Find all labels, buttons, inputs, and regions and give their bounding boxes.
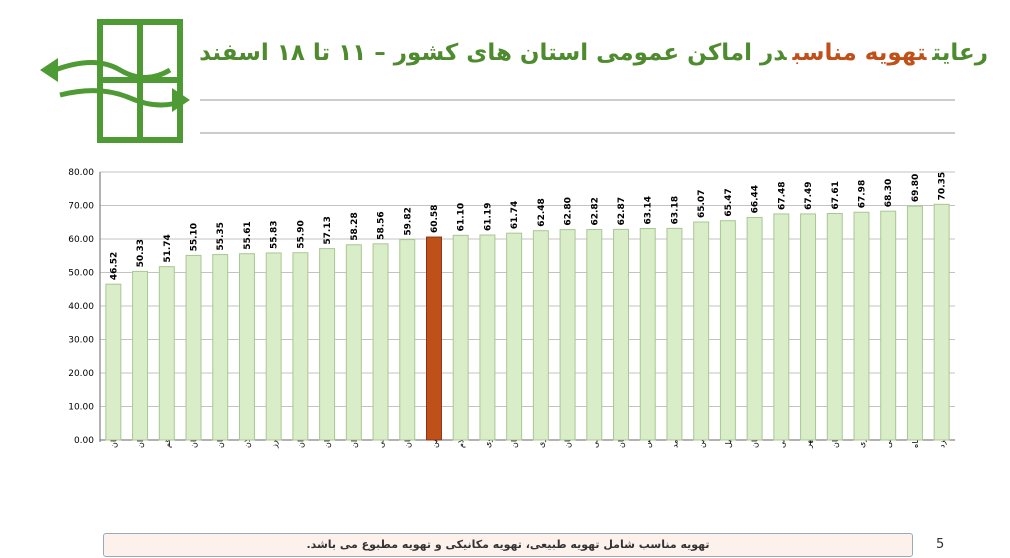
x-tick-label: قم bbox=[163, 439, 172, 448]
page-number: 5 bbox=[936, 537, 945, 552]
value-label: 67.61 bbox=[831, 181, 841, 209]
y-tick-label: 40.00 bbox=[68, 302, 94, 312]
bar bbox=[532, 230, 549, 441]
bar bbox=[319, 248, 336, 441]
value-label: 70.35 bbox=[938, 172, 948, 200]
value-label: 67.49 bbox=[804, 181, 814, 209]
bar bbox=[372, 243, 389, 441]
y-tick-label: 80.00 bbox=[68, 168, 94, 178]
value-label: 65.07 bbox=[697, 190, 707, 218]
value-label: 59.82 bbox=[403, 207, 413, 235]
bar bbox=[586, 229, 603, 441]
value-label: 51.74 bbox=[163, 234, 173, 262]
bar bbox=[185, 254, 202, 441]
value-label: 46.52 bbox=[109, 252, 119, 280]
value-label: 55.10 bbox=[190, 223, 200, 251]
bar bbox=[212, 254, 229, 441]
value-label: 67.98 bbox=[857, 180, 867, 208]
chart: 0.00 10.00 20.00 30.00 40.00 50.00 60.00 70.00 8… bbox=[40, 19, 955, 449]
y-tick-label: 50.00 bbox=[68, 269, 94, 279]
bar bbox=[105, 283, 122, 441]
value-label: 69.80 bbox=[911, 174, 921, 202]
bar bbox=[693, 221, 710, 441]
bar bbox=[132, 270, 149, 441]
y-tick-label: 20.00 bbox=[68, 369, 94, 379]
bar bbox=[158, 266, 175, 441]
value-label: 58.56 bbox=[377, 211, 387, 239]
value-label: 55.35 bbox=[216, 222, 226, 250]
bar bbox=[906, 205, 923, 441]
value-label: 62.48 bbox=[537, 198, 547, 226]
y-tick-label: 10.00 bbox=[68, 403, 94, 413]
value-label: 65.47 bbox=[724, 188, 734, 216]
bar bbox=[238, 253, 255, 441]
value-label: 63.14 bbox=[644, 196, 654, 224]
value-label: 62.82 bbox=[590, 197, 600, 225]
logo bbox=[40, 19, 190, 143]
y-tick-label: 60.00 bbox=[68, 235, 94, 245]
y-tick-label: 0.00 bbox=[74, 436, 94, 446]
bar bbox=[853, 211, 870, 441]
value-label: 63.18 bbox=[670, 196, 680, 224]
value-label: 66.44 bbox=[751, 185, 761, 213]
bar bbox=[639, 227, 656, 441]
bar bbox=[399, 239, 416, 441]
y-tick-label: 30.00 bbox=[68, 336, 94, 346]
value-label: 68.30 bbox=[884, 179, 894, 207]
bar bbox=[800, 213, 817, 441]
x-tick-label: البرز bbox=[270, 433, 279, 449]
value-label: 50.33 bbox=[136, 239, 146, 267]
bar bbox=[292, 252, 309, 441]
title-part: در اماکن عمومی استان های کشور – ۱۱ تا ۱۸… bbox=[199, 40, 787, 66]
value-label: 55.83 bbox=[270, 221, 280, 249]
bar bbox=[265, 252, 282, 441]
bar bbox=[452, 234, 469, 441]
x-tick-label: ایلام bbox=[457, 434, 466, 448]
value-label: 61.19 bbox=[483, 203, 493, 231]
bar bbox=[826, 213, 843, 441]
title: رعایتتهویه مناسبدر اماکن عمومی استان های… bbox=[193, 40, 988, 66]
bar bbox=[746, 216, 763, 441]
y-tick-label: 70.00 bbox=[68, 202, 94, 212]
value-label: 62.87 bbox=[617, 197, 627, 225]
bar bbox=[479, 234, 496, 441]
bar bbox=[880, 210, 897, 441]
value-label: 58.28 bbox=[350, 212, 360, 240]
title-part: رعایت bbox=[932, 40, 988, 66]
value-label: 67.48 bbox=[777, 181, 787, 209]
bar bbox=[506, 232, 523, 441]
value-label: 61.10 bbox=[457, 203, 467, 231]
bar bbox=[933, 203, 950, 441]
bar bbox=[666, 227, 683, 441]
footnote: تهویه مناسب شامل تهویه طبیعی، تهویه مکان… bbox=[103, 533, 913, 557]
title-part: تهویه مناسب bbox=[792, 40, 927, 66]
bar bbox=[426, 236, 442, 441]
value-label: 61.74 bbox=[510, 201, 520, 229]
value-label: 57.13 bbox=[323, 216, 333, 244]
bar bbox=[613, 228, 629, 441]
value-label: 62.80 bbox=[564, 197, 574, 225]
x-tick-label: یزد bbox=[938, 438, 947, 448]
bar bbox=[559, 229, 576, 441]
bar bbox=[345, 244, 362, 441]
bar bbox=[773, 213, 790, 441]
bar bbox=[719, 220, 736, 441]
value-label: 60.58 bbox=[430, 205, 440, 233]
value-label: 55.61 bbox=[243, 221, 253, 249]
value-label: 55.90 bbox=[296, 220, 306, 248]
